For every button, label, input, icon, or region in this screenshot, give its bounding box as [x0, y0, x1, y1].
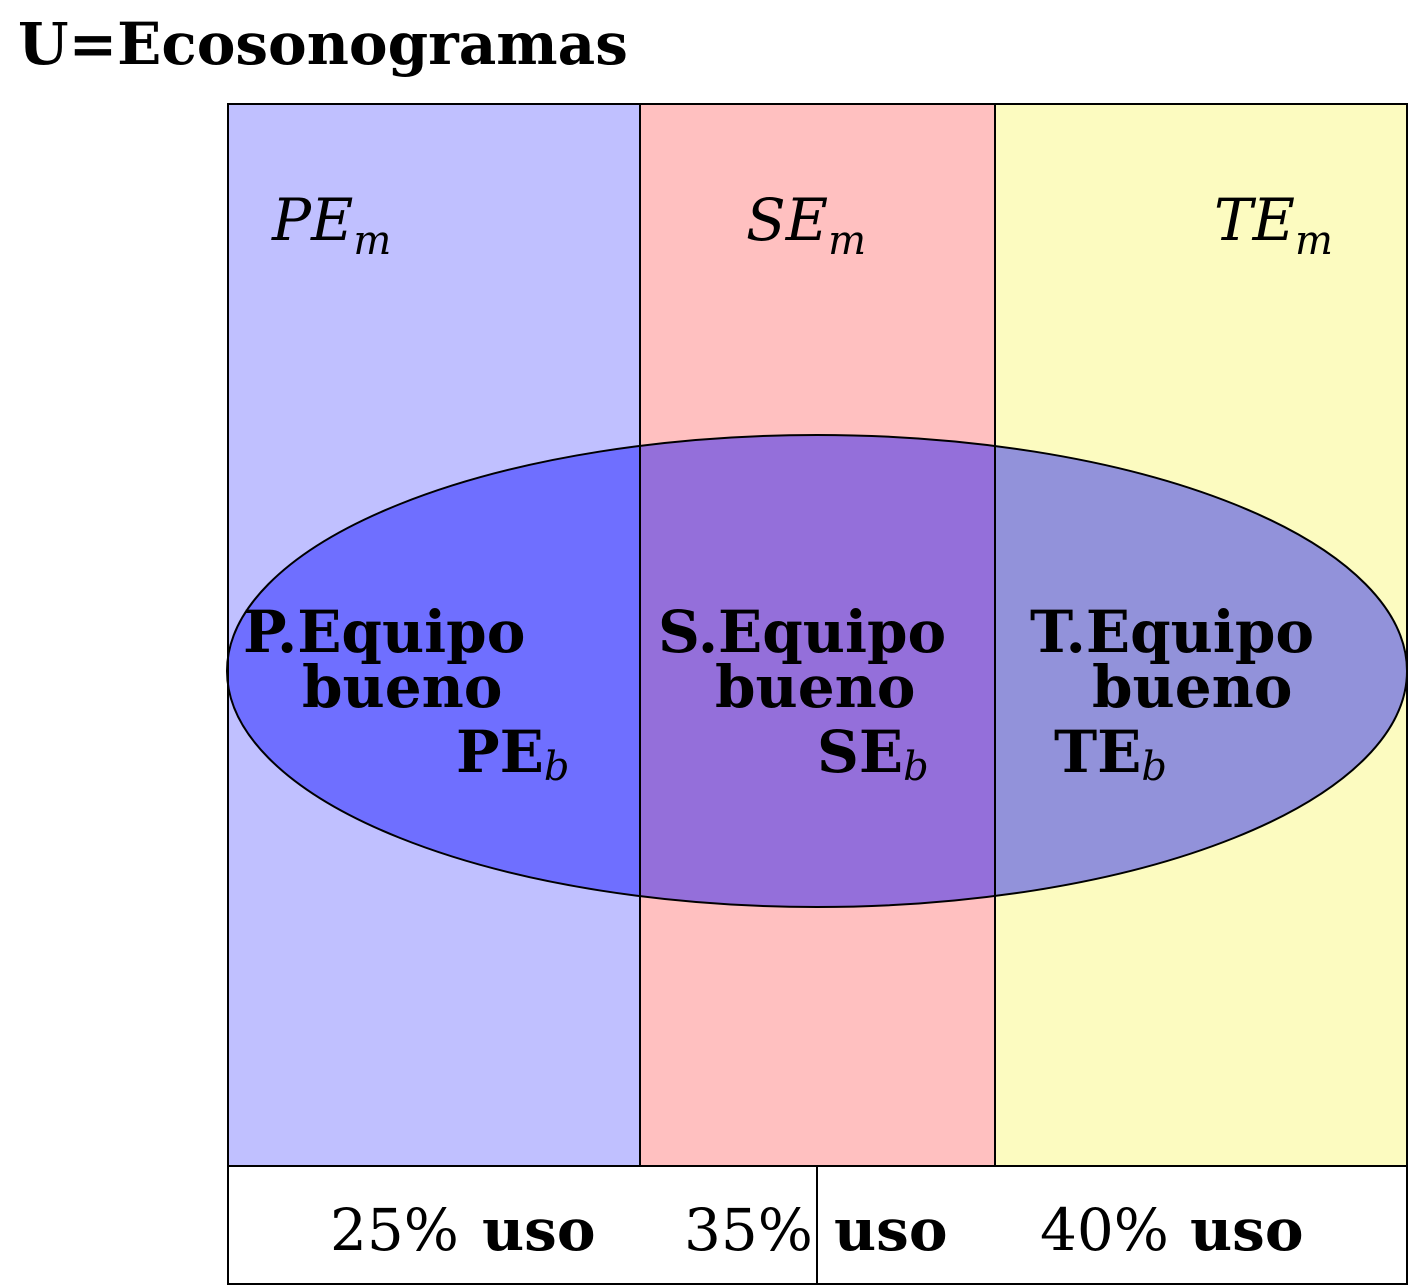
pe-good-label: PEb [456, 718, 569, 790]
te-usage-label: uso [1190, 1196, 1304, 1264]
pe-usage-label: uso [482, 1196, 596, 1264]
region-te-background [995, 104, 1407, 1166]
se-group-line1: S.Equipo [658, 598, 946, 666]
region-se-label: SEm [746, 186, 866, 264]
pe-group-line1: P.Equipo [243, 598, 525, 666]
te-group-line1: T.Equipo [1030, 598, 1314, 666]
pe-group-line2: bueno [302, 653, 502, 721]
se-good-label: SEb [817, 718, 929, 790]
good-equipment-ellipse-outline [226, 434, 1408, 908]
region-pe-background [228, 104, 640, 1166]
region-pe-label: PEm [271, 186, 391, 264]
te-usage-percent: 40% [1040, 1196, 1169, 1264]
region-se-background [640, 104, 995, 1166]
region-te-label: TEm [1214, 186, 1333, 264]
se-group-line2: bueno [715, 653, 915, 721]
diagram-title: U=Ecosonogramas [18, 10, 628, 78]
te-good-label: TEb [1054, 718, 1167, 790]
pe-usage-percent: 25% [330, 1196, 459, 1264]
te-group-line2: bueno [1092, 653, 1292, 721]
good-equipment-ellipse [227, 435, 1407, 907]
se-usage-label: uso [834, 1196, 948, 1264]
se-usage-percent: 35% [684, 1196, 813, 1264]
